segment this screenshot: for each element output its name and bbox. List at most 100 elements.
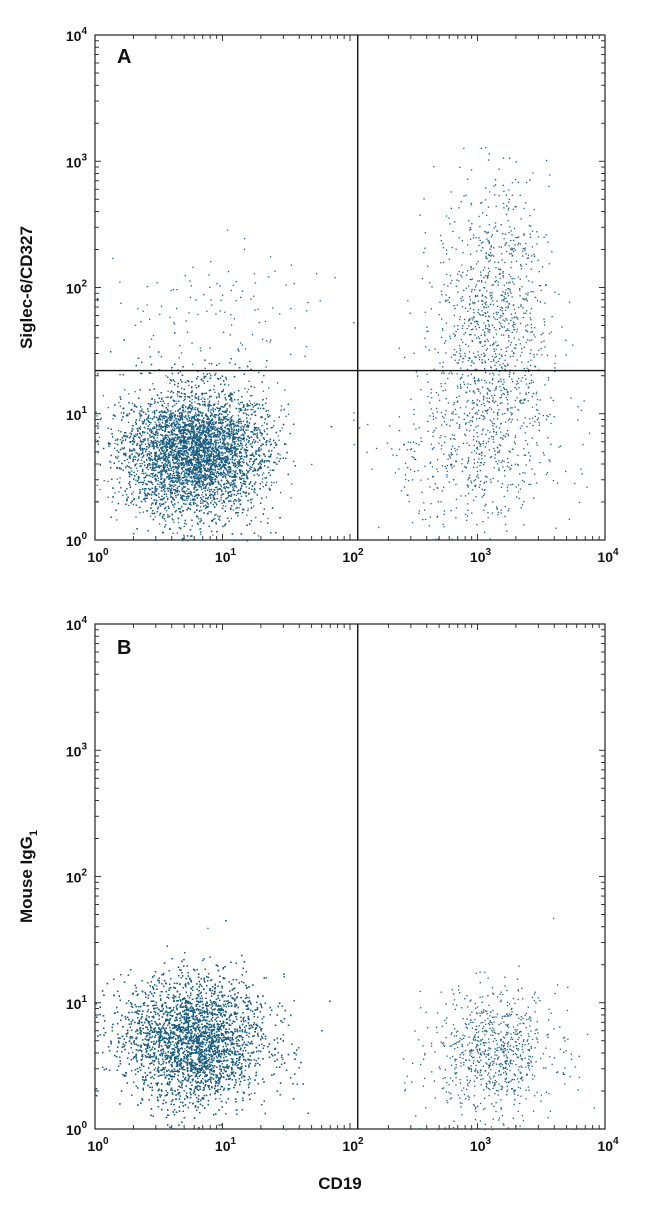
dot-pop-0 [263, 472, 265, 474]
dot-pop-0 [190, 417, 192, 419]
dot-pop-0 [190, 438, 192, 440]
dot-pop-0 [241, 484, 243, 486]
dot-pop-0 [201, 421, 203, 423]
dot-pop-0 [205, 469, 207, 471]
dot-pop-0 [162, 445, 165, 448]
dot-pop-0 [247, 510, 249, 512]
dot-pop-0 [201, 481, 203, 483]
dot-pop-0 [184, 491, 186, 493]
dot-pop-0 [211, 468, 213, 470]
dot-pop-0 [159, 483, 161, 486]
dot-pop-0 [169, 463, 172, 465]
dot-pop-0 [179, 476, 181, 479]
dot-pop-0 [203, 428, 205, 430]
dot-pop-0 [285, 415, 287, 417]
dot-pop-0 [202, 419, 205, 422]
dot-pop-0 [233, 420, 235, 422]
dot-pop-0 [228, 452, 230, 454]
dot-pop-0 [164, 445, 166, 448]
dot-pop-0 [210, 444, 212, 446]
dot-pop-0 [175, 446, 177, 448]
dot-pop-0 [151, 441, 153, 443]
dot-pop-0 [171, 493, 173, 495]
dot-pop-0 [212, 494, 214, 496]
dot-pop-0 [284, 389, 286, 391]
dot-pop-0 [253, 405, 255, 407]
dot-pop-0 [171, 518, 173, 520]
dot-pop-0 [197, 471, 199, 473]
dot-pop-0 [196, 403, 198, 405]
dot-pop-0 [173, 445, 175, 447]
dot-pop-0 [149, 464, 151, 466]
dot-pop-0 [260, 462, 262, 465]
dot-pop-0 [226, 458, 228, 461]
dot-pop-0 [156, 488, 159, 490]
dot-pop-0 [238, 408, 240, 410]
dot-pop-0 [212, 464, 214, 466]
dot-pop-0 [126, 458, 128, 460]
dot-pop-0 [186, 443, 188, 445]
dot-pop-0 [139, 417, 141, 419]
dot-pop-0 [262, 390, 265, 392]
dot-pop-0 [247, 429, 249, 431]
dot-pop-0 [144, 419, 146, 421]
dot-pop-0 [166, 466, 169, 468]
dot-pop-0 [224, 444, 226, 446]
dot-pop-0 [142, 456, 144, 458]
dot-pop-0 [183, 411, 185, 413]
dot-pop-0 [199, 427, 201, 429]
dot-pop-0 [175, 465, 177, 467]
dot-pop-0 [224, 468, 226, 470]
dot-pop-0 [165, 426, 167, 428]
dot-pop-0 [212, 496, 214, 498]
dot-pop-0 [227, 423, 229, 425]
dot-pop-0 [170, 494, 172, 496]
dot-pop-0 [172, 451, 174, 453]
dot-pop-0 [119, 477, 121, 479]
dot-pop-0 [188, 411, 190, 413]
dot-pop-0 [183, 400, 185, 402]
dot-pop-0 [197, 409, 199, 412]
dot-pop-0 [232, 434, 234, 436]
dot-pop-0 [186, 470, 188, 472]
dot-pop-0 [186, 331, 189, 333]
dot-pop-0 [224, 446, 226, 448]
dot-pop-0 [129, 435, 132, 438]
dot-pop-0 [165, 434, 167, 436]
dot-pop-0 [234, 482, 236, 484]
dot-pop-0 [201, 450, 203, 452]
dot-pop-0 [123, 452, 125, 455]
dot-pop-0 [214, 471, 216, 473]
dot-pop-0 [148, 447, 150, 449]
dot-pop-0 [135, 456, 137, 458]
dot-pop-0 [171, 437, 173, 439]
dot-pop-0 [120, 412, 122, 414]
dot-pop-0 [129, 471, 131, 473]
dot-pop-0 [127, 421, 130, 423]
dot-pop-0 [103, 480, 105, 482]
dot-pop-0 [218, 436, 220, 438]
dot-pop-0 [253, 487, 256, 490]
dot-pop-0 [134, 440, 136, 442]
dot-pop-0 [156, 443, 158, 445]
dot-pop-0 [209, 489, 211, 491]
dot-pop-0 [208, 511, 210, 513]
dot-pop-0 [166, 456, 168, 458]
dot-pop-0 [154, 421, 156, 423]
dot-pop-0 [239, 442, 242, 444]
dot-pop-0 [212, 472, 215, 475]
dot-pop-0 [139, 511, 141, 514]
dot-pop-0 [167, 457, 169, 459]
dot-pop-0 [194, 438, 196, 440]
dot-pop-0 [192, 437, 194, 439]
dot-pop-0 [197, 489, 199, 491]
dot-pop-0 [205, 459, 208, 461]
dot-pop-0 [223, 493, 225, 495]
dot-pop-0 [241, 444, 244, 446]
dot-pop-0 [260, 434, 263, 437]
dot-pop-0 [215, 513, 217, 515]
dot-pop-0 [208, 422, 210, 425]
dot-pop-0 [204, 367, 206, 369]
dot-pop-0 [275, 481, 277, 483]
dot-pop-0 [290, 497, 292, 499]
